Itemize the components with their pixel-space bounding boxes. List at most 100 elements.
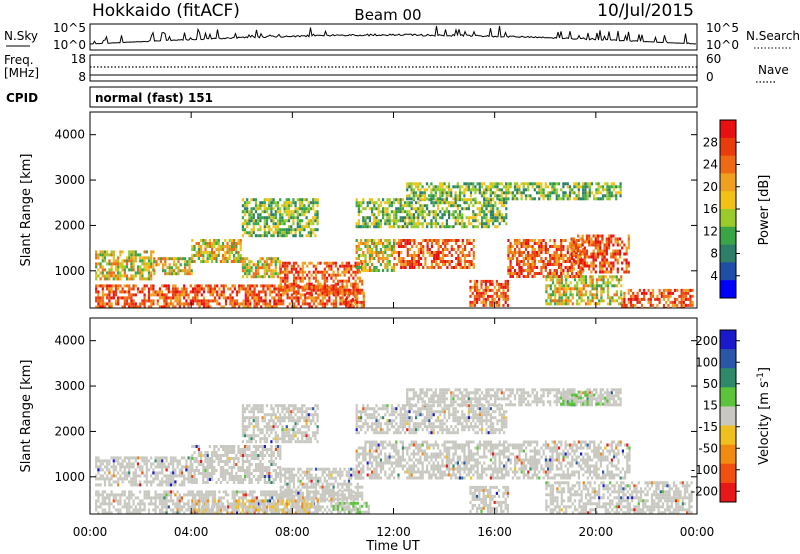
echo-cell bbox=[279, 279, 282, 283]
echo-cell bbox=[562, 284, 566, 288]
echo-cell bbox=[362, 303, 365, 307]
echo-cell bbox=[147, 290, 151, 294]
echo-cell bbox=[570, 237, 573, 241]
echo-cell bbox=[568, 245, 572, 248]
echo-cell bbox=[601, 197, 605, 201]
echo-cell bbox=[434, 198, 437, 202]
echo-cell bbox=[435, 254, 438, 257]
echo-cell bbox=[279, 288, 282, 292]
echo-cell bbox=[533, 239, 536, 242]
echo-cell bbox=[310, 499, 313, 503]
echo-cell bbox=[507, 266, 510, 269]
echo-cell bbox=[279, 222, 282, 226]
echo-cell bbox=[428, 185, 431, 189]
echo-cell bbox=[244, 299, 247, 303]
echo-cell bbox=[285, 204, 288, 208]
echo-cell bbox=[213, 245, 216, 248]
echo-cell bbox=[336, 291, 340, 295]
echo-cell bbox=[474, 213, 477, 217]
echo-cell bbox=[485, 197, 488, 201]
echo-cell bbox=[582, 185, 585, 189]
echo-cell bbox=[590, 243, 593, 247]
echo-cell bbox=[211, 254, 214, 257]
echo-cell bbox=[265, 257, 269, 261]
echo-cell bbox=[241, 216, 244, 220]
echo-cell bbox=[152, 302, 155, 306]
echo-cell bbox=[145, 284, 148, 288]
echo-cell bbox=[384, 219, 387, 223]
echo-cell bbox=[272, 207, 275, 211]
echo-cell bbox=[399, 204, 402, 208]
echo-cell bbox=[218, 293, 221, 297]
echo-cell bbox=[362, 242, 365, 245]
echo-cell bbox=[437, 207, 440, 211]
echo-cell bbox=[584, 284, 588, 288]
echo-cell bbox=[495, 300, 498, 304]
echo-cell bbox=[270, 210, 273, 214]
echo-cell bbox=[279, 198, 282, 202]
echo-cell bbox=[426, 266, 429, 269]
echo-cell bbox=[505, 197, 508, 201]
echo-cell bbox=[143, 490, 146, 494]
echo-cell bbox=[141, 471, 144, 475]
echo-cell bbox=[108, 462, 111, 466]
echo-cell bbox=[586, 197, 589, 201]
echo-cell bbox=[323, 288, 326, 292]
echo-cell bbox=[200, 457, 203, 460]
echo-cell bbox=[599, 234, 602, 238]
echo-cell bbox=[667, 291, 670, 295]
echo-cell bbox=[161, 459, 164, 463]
echo-cell bbox=[257, 302, 261, 306]
echo-cell bbox=[97, 499, 100, 503]
echo-cell bbox=[458, 194, 462, 198]
echo-cell bbox=[345, 505, 349, 509]
echo-cell bbox=[408, 210, 411, 214]
echo-cell bbox=[163, 462, 166, 466]
echo-cell bbox=[629, 306, 633, 308]
echo-cell bbox=[279, 276, 282, 280]
echo-cell bbox=[577, 194, 580, 198]
echo-cell bbox=[295, 305, 298, 308]
echo-cell bbox=[224, 296, 228, 300]
echo-cell bbox=[439, 257, 442, 260]
echo-cell bbox=[334, 296, 338, 300]
echo-cell bbox=[518, 242, 521, 245]
echo-cell bbox=[276, 210, 280, 214]
echo-cell bbox=[592, 261, 595, 265]
echo-cell bbox=[651, 288, 655, 292]
echo-cell bbox=[567, 284, 570, 288]
echo-cell bbox=[117, 277, 120, 281]
echo-cell bbox=[596, 237, 600, 241]
echo-cell bbox=[689, 300, 692, 304]
echo-cell bbox=[516, 242, 519, 245]
echo-cell bbox=[417, 207, 420, 211]
echo-cell bbox=[612, 267, 615, 271]
echo-cell bbox=[406, 248, 409, 251]
echo-cell bbox=[173, 257, 176, 261]
echo-cell bbox=[279, 267, 282, 271]
echo-cell bbox=[187, 305, 190, 308]
echo-cell bbox=[476, 300, 479, 304]
echo-cell bbox=[187, 471, 190, 475]
echo-cell bbox=[334, 273, 337, 277]
echo-cell bbox=[599, 267, 602, 271]
echo-cell bbox=[194, 296, 197, 300]
echo-cell bbox=[147, 468, 151, 472]
echo-cell bbox=[419, 245, 423, 248]
echo-cell bbox=[408, 266, 412, 269]
echo-cell bbox=[215, 239, 218, 242]
echo-cell bbox=[684, 297, 688, 301]
echo-cell bbox=[402, 257, 405, 260]
echo-cell bbox=[183, 296, 186, 300]
echo-cell bbox=[505, 185, 508, 189]
echo-cell bbox=[461, 251, 464, 254]
echo-cell bbox=[456, 213, 459, 217]
echo-cell bbox=[150, 293, 153, 297]
echo-cell bbox=[117, 483, 120, 487]
echo-cell bbox=[200, 451, 203, 454]
echo-cell bbox=[246, 505, 250, 509]
echo-cell bbox=[246, 257, 249, 261]
echo-cell bbox=[132, 287, 135, 291]
echo-cell bbox=[555, 269, 558, 272]
echo-cell bbox=[533, 197, 536, 201]
